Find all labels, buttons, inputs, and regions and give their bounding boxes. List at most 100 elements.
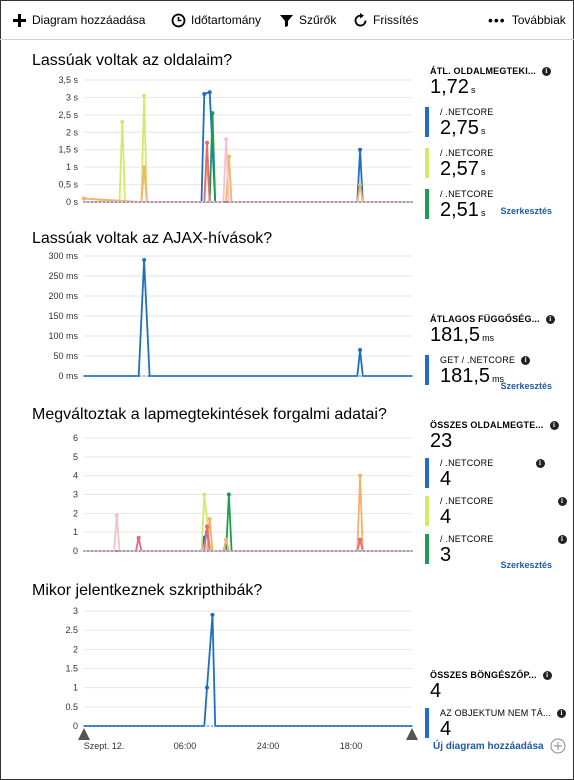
data-point [358,183,362,187]
info-icon[interactable]: i [536,459,545,468]
y-tick-label: 2,5 s [58,110,78,120]
baseline-dot [319,201,321,203]
baseline-dot [203,550,205,552]
baseline-dot [123,725,125,727]
more-button[interactable]: ••• Továbbiak [488,0,566,40]
add-circle-icon [550,738,566,754]
baseline-dot [307,725,309,727]
info-icon[interactable]: i [543,671,552,680]
y-tick-label: 2 s [66,127,79,137]
baseline-dot [227,725,229,727]
baseline-dot [135,201,137,203]
baseline-dot [255,725,257,727]
baseline-dot [91,550,93,552]
info-icon[interactable]: i [550,421,559,430]
range-start-handle[interactable] [78,728,90,740]
baseline-dot [351,725,353,727]
baseline-dot [307,201,309,203]
series-line [84,260,412,376]
x-tick-label: 24:00 [257,741,280,751]
baseline-dot [171,550,173,552]
baseline-dot [103,375,105,377]
baseline-dot [247,375,249,377]
y-tick-label: 2 [73,508,78,518]
sub-metric[interactable]: AZ OBJEKTUM NEM TÁ... i 4 [430,708,570,740]
edit-link[interactable]: Szerkesztés [500,381,552,391]
more-label: Továbbiak [512,13,566,27]
filters-button[interactable]: Szűrők [279,0,336,40]
info-icon[interactable]: i [557,709,566,718]
baseline-dot [179,550,181,552]
info-icon[interactable]: i [558,535,567,544]
info-icon[interactable]: i [558,497,567,506]
baseline-dot [395,201,397,203]
baseline-dot [95,725,97,727]
baseline-dot [231,201,233,203]
baseline-dot [399,375,401,377]
chart-page-load[interactable]: 0 s 0,5 s 1 s 1,5 s 2 s 2,5 s 3 s 3,5 s [0,70,420,210]
baseline-dot [175,201,177,203]
baseline-dot [327,550,329,552]
baseline-dot [279,725,281,727]
y-tick-label: 200 ms [48,291,78,301]
baseline-dot [195,725,197,727]
baseline-dot [91,725,93,727]
chart-ajax[interactable]: 0 ms 50 ms 100 ms 150 ms 200 ms 250 ms 300 ms [0,248,420,383]
baseline-dot [327,375,329,377]
baseline-dot [235,201,237,203]
baseline-dot [347,550,349,552]
edit-link[interactable]: Szerkesztés [500,560,552,570]
baseline-dot [103,201,105,203]
refresh-button[interactable]: Frissítés [353,0,418,40]
time-range-button[interactable]: Időtartomány [171,0,261,40]
data-point [358,148,362,152]
y-tick-label: 4 [73,471,78,481]
baseline-dot [251,201,253,203]
info-icon[interactable]: i [542,67,551,76]
info-icon[interactable]: i [546,315,555,324]
baseline-dot [111,725,113,727]
baseline-dot [283,201,285,203]
baseline-dot [223,201,225,203]
data-point [202,493,206,497]
sub-metric[interactable]: / .NETCORE 2,57 s [430,148,570,183]
baseline-dot [91,201,93,203]
baseline-dot [239,201,241,203]
baseline-dot [203,201,205,203]
baseline-dot [87,550,89,552]
toolbar: Diagram hozzáadása Időtartomány Szűrők F… [0,0,574,40]
baseline-dot [331,725,333,727]
data-point [208,517,212,521]
baseline-dot [351,201,353,203]
y-tick-label: 300 ms [48,251,78,261]
baseline-dot [323,375,325,377]
baseline-dot [239,725,241,727]
baseline-dot [83,550,85,552]
baseline-dot [299,375,301,377]
sub-metric[interactable]: / .NETCORE 2,75 s [430,107,570,142]
range-end-handle[interactable] [406,728,418,740]
side-panel: ÖSSZES OLDALMEGTE... i 23 / .NETCORE i 4 /… [430,420,570,566]
sub-metric[interactable]: / .NETCORE i 4 [430,496,570,528]
baseline-dot [175,550,177,552]
x-tick-label: 18:00 [340,741,363,751]
baseline-dot [251,375,253,377]
add-new-chart-link[interactable]: Új diagram hozzáadása [433,738,566,754]
baseline-dot [139,725,141,727]
chart-page-views[interactable]: 0 1 2 3 4 5 6 [0,424,420,559]
y-tick-label: 1.5 [65,664,78,674]
baseline-dot [243,550,245,552]
data-point [142,94,146,98]
add-chart-button[interactable]: Diagram hozzáadása [12,0,145,40]
baseline-dot [239,550,241,552]
sub-metric[interactable]: / .NETCORE i 4 [430,458,570,490]
sub-metric-label: / .NETCORE [440,148,570,158]
baseline-dot [291,201,293,203]
info-icon[interactable]: i [521,356,530,365]
edit-link[interactable]: Szerkesztés [500,206,552,216]
baseline-dot [339,725,341,727]
chart-script-errors[interactable]: 0 0.5 1 1.5 2 2.5 3 Szept. 12. 06:00 24:00 18:00 [0,600,420,760]
baseline-dot [251,725,253,727]
baseline-dot [287,725,289,727]
baseline-dot [151,201,153,203]
